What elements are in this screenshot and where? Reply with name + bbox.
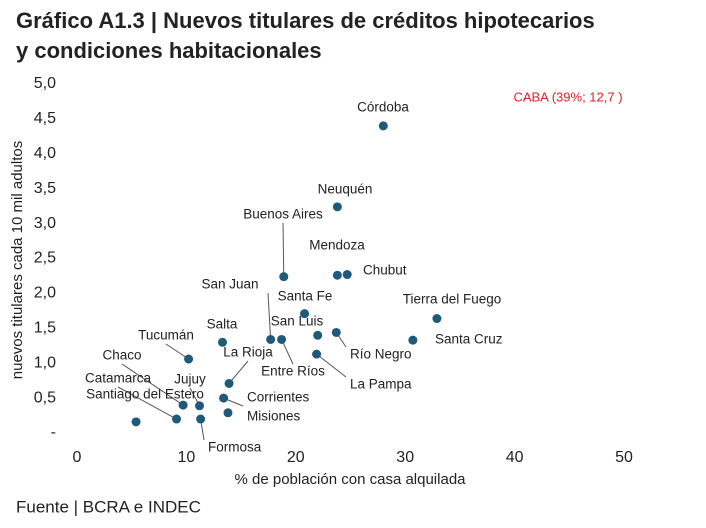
point	[172, 414, 182, 424]
x-tick-label: 20	[287, 449, 305, 466]
point-label: Río Negro	[350, 347, 412, 362]
point	[219, 393, 229, 403]
point	[300, 309, 310, 319]
leader-line	[316, 353, 347, 378]
source: Fuente | BCRA e INDEC	[16, 497, 201, 516]
y-tick-label: 1,0	[34, 354, 56, 371]
y-tick-label: 4,0	[34, 145, 56, 162]
point-label: Córdoba	[357, 100, 409, 115]
y-axis-label: nuevos titulares cada 10 mil adultos	[9, 141, 26, 379]
leader-line	[165, 343, 189, 360]
point	[279, 272, 289, 282]
leader-line	[117, 386, 177, 420]
chart-title: Gráfico A1.3 | Nuevos titulares de crédi…	[16, 8, 595, 63]
point	[224, 378, 234, 388]
point-label: Tucumán	[138, 328, 194, 343]
point	[277, 334, 287, 344]
point	[184, 354, 194, 364]
point-label: San Luis	[271, 314, 324, 329]
y-tick-label: 2,0	[34, 285, 56, 302]
point-label: La Rioja	[223, 345, 273, 360]
point-label: Corrientes	[247, 390, 310, 405]
point	[196, 414, 206, 424]
point-label: Entre Ríos	[261, 364, 325, 379]
point	[342, 270, 352, 280]
point-label: Formosa	[208, 440, 262, 455]
x-tick-label: 10	[178, 449, 196, 466]
annotation: CABA (39%; 12,7 )	[513, 89, 622, 104]
point	[332, 270, 342, 280]
point-label: Buenos Aires	[243, 207, 323, 222]
y-tick-label: 4,5	[34, 110, 56, 127]
y-tick-label: 5,0	[34, 75, 56, 92]
point	[223, 408, 233, 418]
y-tick-label: 0,5	[34, 389, 56, 406]
x-tick-label: 30	[396, 449, 414, 466]
point	[218, 337, 228, 347]
point-label: Salta	[207, 317, 238, 332]
leader-line	[282, 222, 285, 277]
point	[408, 335, 418, 345]
point-label: Mendoza	[309, 238, 365, 253]
point	[178, 400, 188, 410]
point	[195, 401, 205, 411]
point-label: Jujuy	[174, 372, 206, 387]
x-tick-label: 50	[615, 449, 633, 466]
y-tick-label: 3,5	[34, 180, 56, 197]
y-tick-label: -	[51, 424, 56, 441]
leader-line	[267, 292, 272, 340]
point	[312, 349, 322, 359]
leader-line	[121, 363, 184, 406]
y-tick-label: 2,5	[34, 250, 56, 267]
x-tick-label: 40	[506, 449, 524, 466]
point-label: La Pampa	[350, 377, 412, 392]
point-label: Misiones	[247, 409, 301, 424]
point	[266, 334, 276, 344]
leader-line	[281, 339, 294, 365]
point-label: Santiago del Estero	[86, 387, 204, 402]
point-label: Santa Fe	[278, 289, 333, 304]
point-label: Chaco	[102, 348, 141, 363]
point	[331, 327, 341, 337]
point	[131, 417, 141, 427]
point	[313, 330, 323, 340]
y-tick-label: 1,5	[34, 320, 56, 337]
point	[432, 314, 442, 324]
point-label: Tierra del Fuego	[403, 292, 502, 307]
point	[378, 121, 388, 131]
x-axis-label: % de población con casa alquilada	[235, 471, 467, 488]
point-label: Catamarca	[85, 371, 152, 386]
point	[332, 202, 342, 212]
point-label: Santa Cruz	[435, 332, 503, 347]
point-label: Chubut	[363, 263, 407, 278]
point-label: Neuquén	[318, 182, 373, 197]
point-label: San Juan	[201, 277, 258, 292]
x-tick-label: 0	[73, 449, 82, 466]
leader-line	[228, 360, 249, 384]
y-tick-label: 3,0	[34, 215, 56, 232]
